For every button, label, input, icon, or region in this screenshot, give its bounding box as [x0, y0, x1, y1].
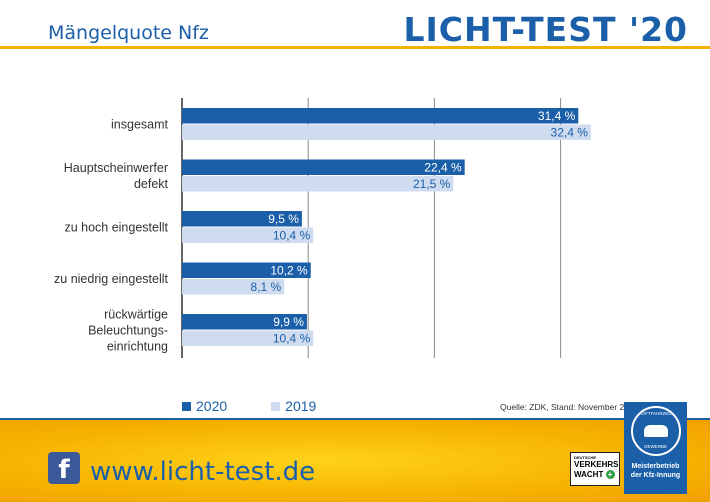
bar-2019-4 — [182, 330, 314, 346]
bar-2019-2 — [182, 227, 314, 243]
bar-2019-3 — [182, 279, 285, 295]
facebook-icon[interactable]: f — [48, 452, 80, 485]
bar-2019-0 — [182, 124, 591, 140]
bar-2020-2 — [182, 211, 302, 227]
data-label-2019-3: 8,1 % — [251, 280, 282, 294]
brand-logo: LICHT-TEST '20 — [403, 10, 688, 49]
verkehrswacht-logo: DEUTSCHE VERKEHRS WACHT + — [570, 452, 620, 486]
bar-2019-1 — [182, 176, 454, 192]
badge-arc-bottom: GEWERBE — [643, 444, 667, 449]
data-label-2020-2: 9,5 % — [268, 212, 299, 226]
badge-arc-top: KRAFTFAHRZEUG — [635, 411, 676, 416]
website-link[interactable]: www.licht-test.de — [90, 457, 316, 487]
category-label-4-1: Beleuchtungs- — [88, 324, 168, 338]
category-label-4-0: rückwärtige — [104, 308, 168, 322]
category-label-2-0: zu hoch eingestellt — [64, 221, 168, 235]
legend-swatch-2020 — [182, 401, 191, 411]
legend-label-2019: 2019 — [285, 398, 317, 414]
chart-legend: 2020 2019 — [182, 398, 316, 414]
source-note: Quelle: ZDK, Stand: November 2020 — [500, 402, 639, 412]
bar-2020-0 — [182, 108, 579, 124]
plus-icon: + — [605, 470, 615, 479]
bar-chart: 31,4 % 32,4 % insgesamt 22,4 % 21,5 % Hauptsc… — [54, 98, 591, 358]
category-label-0-0: insgesamt — [111, 118, 168, 132]
data-label-2019-0: 32,4 % — [551, 126, 589, 140]
badge-line2: der Kfz-Innung — [630, 472, 681, 479]
data-label-2020-1: 22,4 % — [424, 161, 462, 175]
data-label-2019-2: 10,4 % — [273, 229, 311, 243]
badge-seal: KRAFTFAHRZEUG GEWERBE — [630, 406, 681, 456]
partner-logo-line1: VERKEHRS — [574, 460, 619, 469]
data-label-2020-0: 31,4 % — [538, 109, 576, 123]
car-icon — [643, 425, 668, 437]
category-label-4-2: einrichtung — [107, 340, 168, 354]
legend-swatch-2019 — [271, 401, 281, 411]
data-label-2020-4: 9,9 % — [273, 315, 304, 329]
header-divider — [0, 46, 710, 49]
data-label-2020-3: 10,2 % — [270, 264, 308, 278]
bar-2020-4 — [182, 314, 307, 330]
badge-line1: Meisterbetrieb — [631, 463, 680, 470]
legend-label-2020: 2020 — [196, 398, 228, 414]
data-label-2019-1: 21,5 % — [413, 177, 451, 191]
category-label-1-1: defekt — [134, 177, 169, 191]
partner-logo-small: DEUTSCHE — [574, 455, 597, 460]
kfz-innung-badge: KRAFTFAHRZEUG GEWERBE Meisterbetrieb der… — [624, 402, 687, 494]
partner-logo-line2: WACHT — [574, 470, 604, 479]
bar-2020-3 — [182, 262, 311, 278]
category-label-3-0: zu niedrig eingestellt — [54, 272, 168, 286]
footer-divider — [0, 418, 710, 420]
bar-2020-1 — [182, 159, 465, 175]
category-label-1-0: Hauptscheinwerfer — [64, 161, 168, 175]
page-title: Mängelquote Nfz — [48, 22, 209, 44]
data-label-2019-4: 10,4 % — [273, 332, 311, 346]
legend-item-2020: 2020 — [182, 398, 227, 414]
legend-item-2019: 2019 — [271, 398, 316, 414]
